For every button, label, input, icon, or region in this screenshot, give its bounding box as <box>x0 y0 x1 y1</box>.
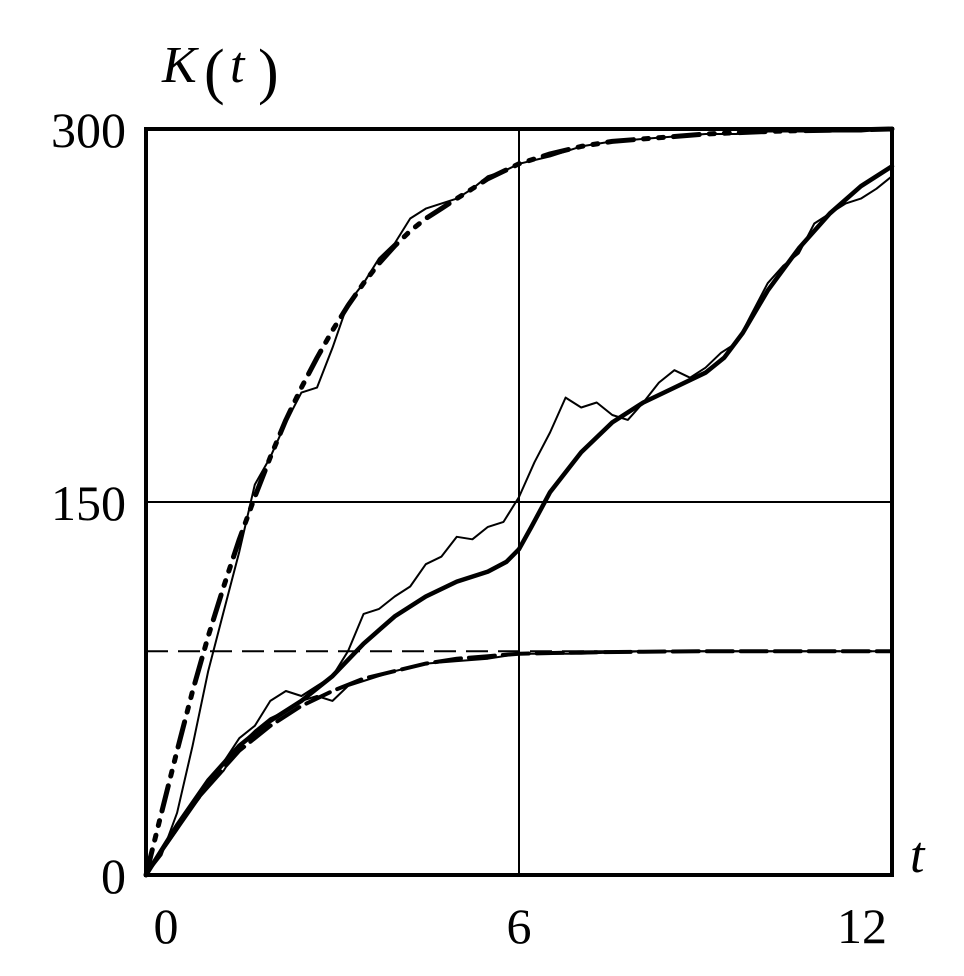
grid-layer <box>146 129 892 875</box>
y-axis-close-paren: ) <box>258 38 279 106</box>
series-line-1 <box>145 128 893 876</box>
x-tick-label-1: 6 <box>507 898 532 954</box>
series-layer <box>143 126 895 878</box>
series-line-3 <box>145 175 893 876</box>
y-axis-label: K <box>161 37 199 94</box>
y-tick-label-1: 150 <box>51 475 126 531</box>
y-tick-label-0: 0 <box>101 848 126 904</box>
series-line-0 <box>143 126 895 878</box>
plot-area <box>143 126 895 878</box>
x-tick-label-2: 12 <box>837 898 887 954</box>
x-tick-label-0: 0 <box>154 898 179 954</box>
y-axis-label-arg: t <box>230 37 246 94</box>
x-axis-label: t <box>910 827 926 884</box>
tick-labels: 0 150 300 0 6 12 <box>51 102 887 954</box>
series-line-5 <box>145 650 893 876</box>
y-axis-title: K ( t ) <box>161 37 279 106</box>
y-tick-label-2: 300 <box>51 102 126 158</box>
y-axis-open-paren: ( <box>204 38 225 106</box>
